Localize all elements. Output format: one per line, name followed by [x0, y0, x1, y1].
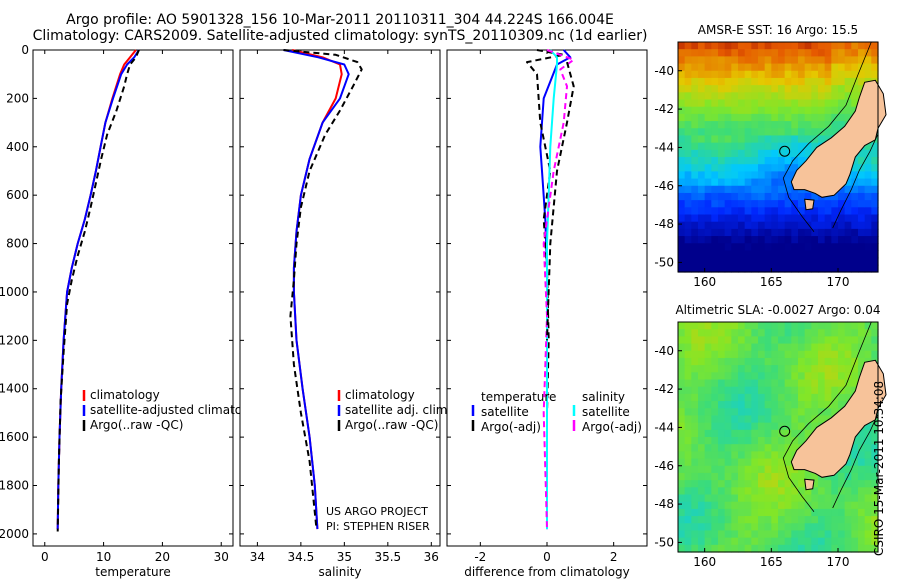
- diff-legend-temperature-title: temperature: [481, 390, 556, 404]
- salinity-xtick-label: 34: [250, 550, 265, 564]
- temperature-ytick-label: 1000: [0, 285, 29, 299]
- salinity-xlabel: salinity: [318, 565, 361, 579]
- temperature-ytick-label: 800: [6, 237, 29, 251]
- temperature-ytick-label: 200: [6, 91, 29, 105]
- difference-xtick-label: -2: [474, 550, 486, 564]
- figure-title-line1: Argo profile: AO 5901328_156 10-Mar-2011…: [66, 12, 614, 28]
- temperature-ytick-label: 2000: [0, 527, 29, 541]
- sst-map-title: AMSR-E SST: 16 Argo: 15.5: [698, 23, 858, 37]
- sla-map-title: Altimetric SLA: -0.0027 Argo: 0.04: [675, 303, 880, 317]
- sst-map-ytick-label: -48: [654, 217, 674, 231]
- sst-map: AMSR-E SST: 16 Argo: 15.5 160 165 170 -40 -42…: [654, 23, 887, 289]
- sla-map-ytick-label: -50: [654, 535, 674, 549]
- figure-title-line2: Climatology: CARS2009. Satellite-adjuste…: [32, 28, 648, 44]
- sst-map-xtick-label: 165: [760, 275, 783, 289]
- salinity-xtick-label: 36: [424, 550, 439, 564]
- sla-map-stewart-island: [804, 478, 815, 491]
- sla-map-ytick-label: -44: [654, 420, 674, 434]
- temperature-ytick-label: 1800: [0, 479, 29, 493]
- salinity-xtick-label: 35.5: [374, 550, 401, 564]
- temperature-xtick-label: 0: [41, 550, 49, 564]
- sst-map-field: [678, 42, 879, 273]
- sst-map-ytick-label: -42: [654, 102, 674, 116]
- sla-map-argo-marker: [779, 425, 791, 437]
- temperature-ytick-label: 1600: [0, 430, 29, 444]
- sst-map-xtick-label: 160: [693, 275, 716, 289]
- salinity-axes-box: [239, 49, 441, 547]
- diff-legend-salinity-satellite: satellite: [582, 405, 630, 419]
- salinity-legend-label: Argo(..raw -QC): [345, 418, 438, 432]
- difference-series-1: [526, 49, 565, 530]
- diff-legend-salinity-title: salinity: [582, 390, 625, 404]
- sst-map-land: [790, 79, 887, 198]
- temperature-series-1: [56, 49, 140, 530]
- sst-map-contour: [782, 41, 872, 232]
- salinity-annotation-line1: US ARGO PROJECT: [326, 505, 428, 518]
- sst-map-contour-east: [832, 133, 879, 229]
- salinity-legend-label: satellite adj. clim.: [345, 403, 451, 417]
- sst-map-ytick-label: -50: [654, 255, 674, 269]
- temperature-ytick-label: 400: [6, 140, 29, 154]
- temperature-ytick-label: 0: [21, 43, 29, 57]
- salinity-series-1: [283, 49, 350, 530]
- diff-legend-temperature-argo: Argo(-adj): [481, 420, 541, 434]
- sla-map-ytick-label: -42: [654, 382, 674, 396]
- sla-map-xtick-label: 165: [760, 555, 783, 569]
- diff-legend-salinity-argo: Argo(-adj): [582, 420, 642, 434]
- temperature-ytick-label: 1200: [0, 333, 29, 347]
- sla-map-land: [790, 359, 887, 478]
- sla-map: Altimetric SLA: -0.0027 Argo: 0.04 160 165…: [654, 303, 887, 569]
- sst-map-ytick-label: -44: [654, 140, 674, 154]
- salinity-xtick-label: 35: [337, 550, 352, 564]
- temperature-xtick-label: 10: [96, 550, 111, 564]
- temperature-series-2: [56, 49, 140, 532]
- sla-map-ytick-label: -48: [654, 497, 674, 511]
- salinity-legend-label: climatology: [345, 388, 415, 402]
- sst-map-argo-marker: [779, 145, 791, 157]
- difference-xlabel: difference from climatology: [464, 565, 630, 579]
- sst-map-frame: [677, 41, 879, 273]
- temperature-xtick-label: 20: [155, 550, 170, 564]
- diff-legend-temperature-satellite: satellite: [481, 405, 529, 419]
- temperature-legend-label: climatology: [90, 388, 160, 402]
- sla-map-ytick-label: -46: [654, 459, 674, 473]
- sla-map-contour: [782, 321, 872, 513]
- sst-map-ytick-label: -46: [654, 179, 674, 193]
- temperature-legend-label: satellite-adjusted climatology: [90, 403, 268, 417]
- salinity-panel: 34 34.5 35 35.5 36 salinity climatologysatelli…: [239, 49, 451, 579]
- difference-xtick-label: 2: [610, 550, 618, 564]
- sst-map-ytick-label: -40: [654, 64, 674, 78]
- sla-map-ytick-label: -40: [654, 344, 674, 358]
- sla-map-frame: [677, 321, 879, 553]
- temperature-ytick-label: 600: [6, 188, 29, 202]
- sla-map-contour-east: [832, 413, 879, 509]
- difference-series-4: [546, 61, 575, 341]
- sst-map-stewart-island: [804, 198, 815, 211]
- sla-map-xtick-label: 160: [693, 555, 716, 569]
- temperature-xlabel: temperature: [95, 565, 170, 579]
- salinity-annotation-line2: PI: STEPHEN RISER: [326, 520, 430, 533]
- sst-map-xtick-label: 170: [827, 275, 850, 289]
- difference-series-2: [546, 49, 558, 530]
- salinity-xtick-label: 34.5: [288, 550, 315, 564]
- temperature-legend-label: Argo(..raw -QC): [90, 418, 183, 432]
- temperature-panel: 0 10 20 30 0 200 400 600 800 1000 1200 1400 1600 1800…: [0, 43, 268, 579]
- sla-map-xtick-label: 170: [827, 555, 850, 569]
- temperature-xtick-label: 30: [214, 550, 229, 564]
- difference-xtick-label: 0: [543, 550, 551, 564]
- credit-label: CSIRO 15-Mar-2011 10:34:08: [872, 380, 886, 556]
- temperature-axes-box: [32, 49, 234, 547]
- temperature-ytick-label: 1400: [0, 382, 29, 396]
- difference-series-3: [542, 49, 575, 530]
